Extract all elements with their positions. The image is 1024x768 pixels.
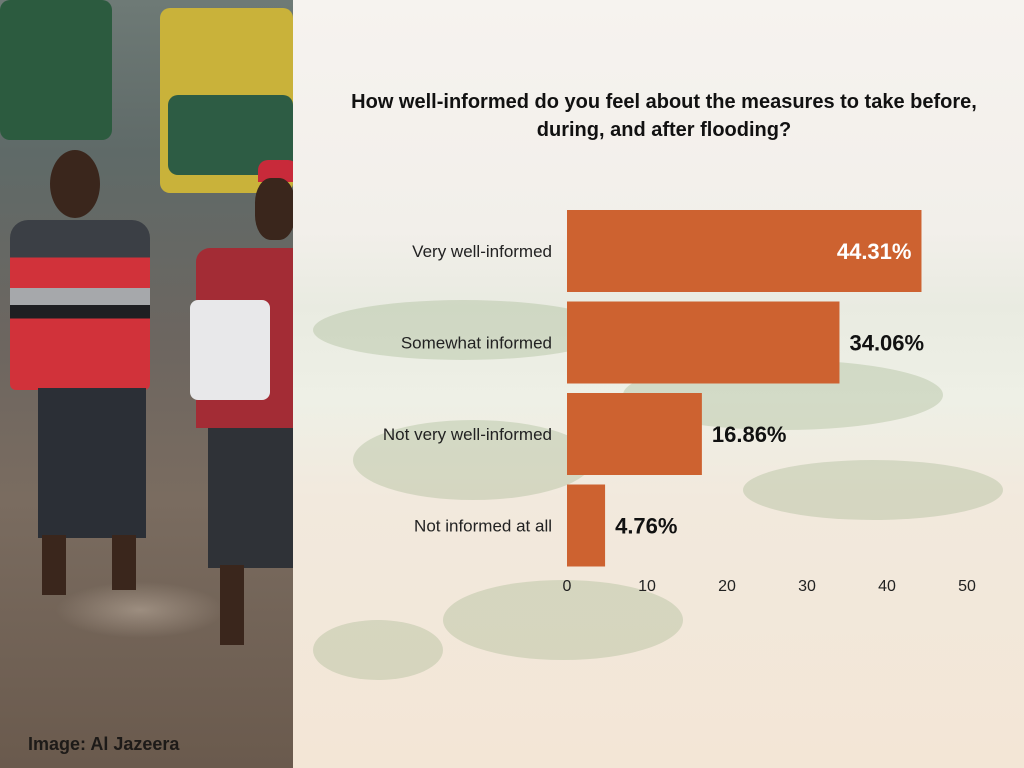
category-label-1: Somewhat informed: [401, 334, 552, 353]
image-credit: Image: Al Jazeera: [28, 734, 180, 754]
value-label-1: 34.06%: [849, 331, 924, 356]
bar-1: [567, 301, 840, 384]
value-label-3: 4.76%: [615, 514, 677, 539]
bar-2: [567, 393, 702, 475]
x-tick-label-3: 30: [798, 578, 816, 595]
category-label-0: Very well-informed: [412, 242, 552, 261]
x-tick-label-5: 50: [958, 578, 976, 595]
category-label-3: Not informed at all: [414, 517, 552, 536]
x-tick-label-0: 0: [563, 578, 572, 595]
chart-title: How well-informed do you feel about the …: [351, 91, 977, 141]
person-right: [180, 160, 293, 650]
bar-3: [567, 484, 606, 567]
x-tick-label-1: 10: [638, 578, 656, 595]
flood-landscape-background: [293, 0, 1024, 768]
flood-photo: Image: Al Jazeera: [0, 0, 293, 768]
bar-0: [567, 210, 922, 292]
value-label-2: 16.86%: [712, 422, 787, 447]
tuk-tuk-left: [0, 0, 112, 140]
person-left: [10, 150, 170, 600]
x-tick-label-2: 20: [718, 578, 736, 595]
category-label-2: Not very well-informed: [383, 425, 552, 444]
value-label-0: 44.31%: [837, 239, 912, 264]
x-tick-label-4: 40: [878, 578, 896, 595]
